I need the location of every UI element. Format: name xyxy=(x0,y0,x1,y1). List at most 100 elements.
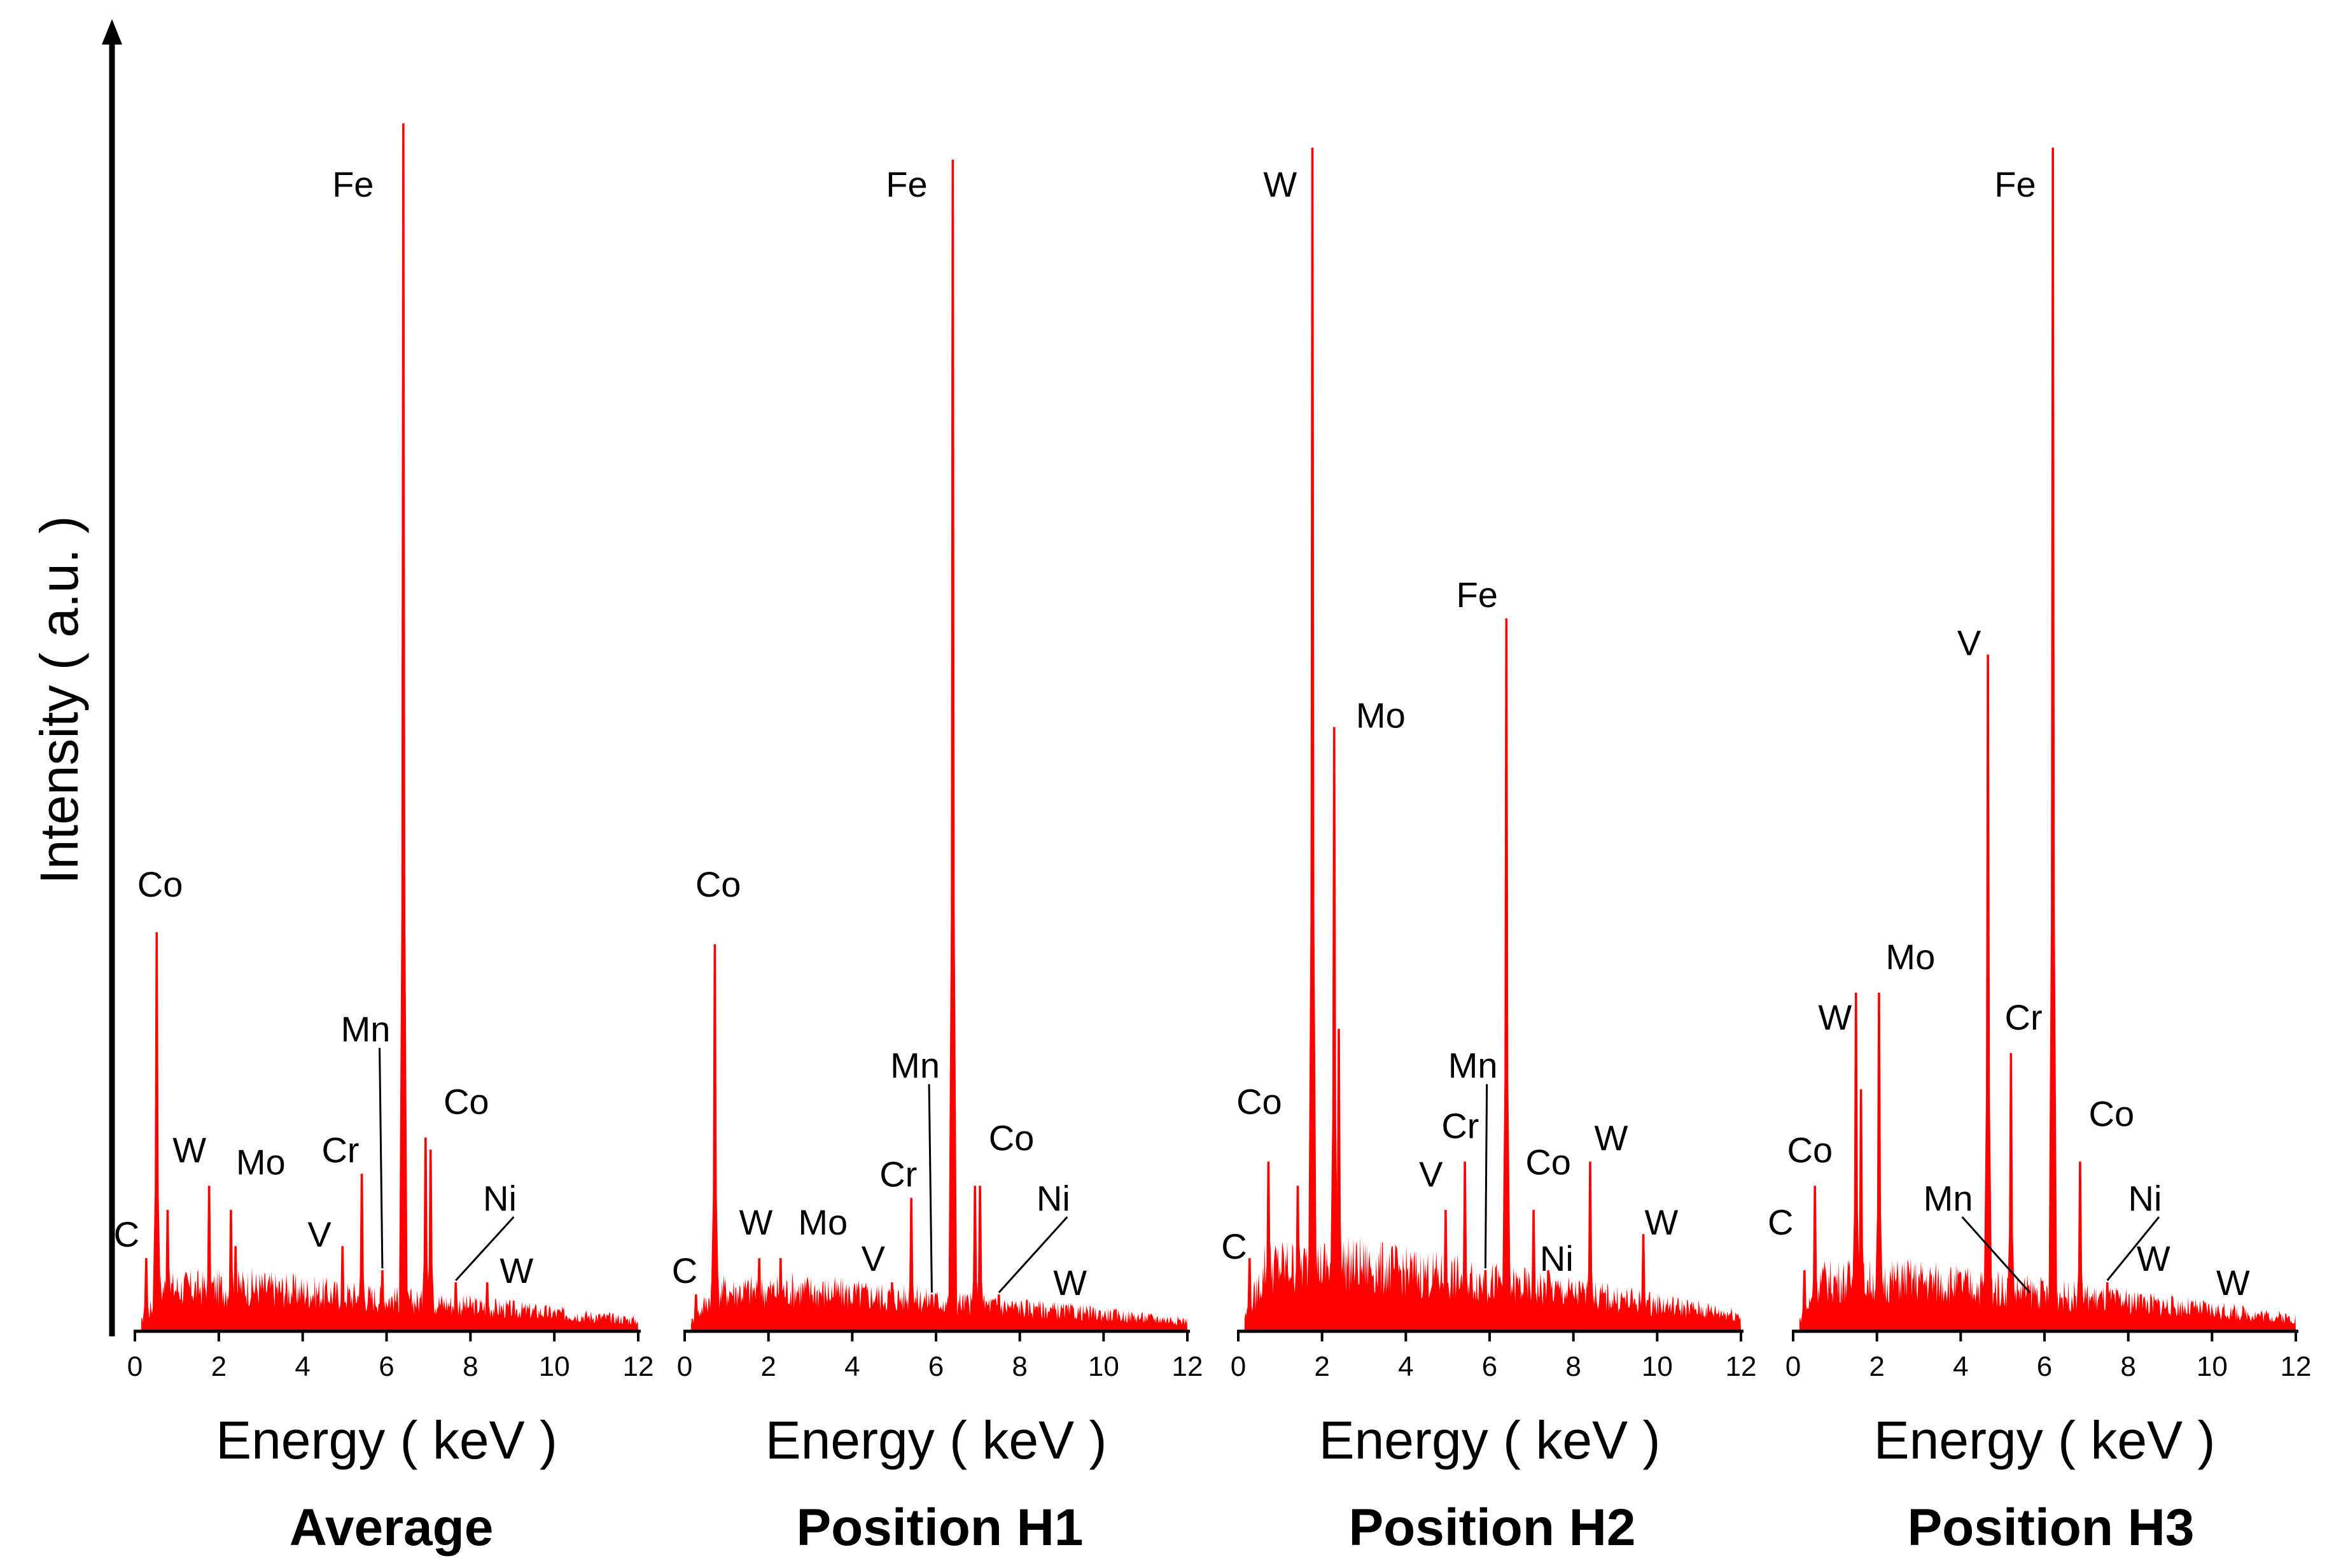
spectrum-peak xyxy=(1245,1258,1254,1332)
spectrum-peak xyxy=(141,1258,151,1332)
peak-label: Fe xyxy=(1457,575,1498,615)
annotation-leader xyxy=(928,1084,933,1293)
panel-1: 0 2 4 6 8 10 12 Energy ( keV ) Average C Co W Mo V Cr M… xyxy=(114,123,653,1557)
spectrum-peak xyxy=(152,932,162,1332)
spectrum-peak xyxy=(398,123,408,1332)
peak-label: V xyxy=(862,1238,886,1278)
peak-label: Mn xyxy=(341,1009,391,1049)
x-tick-label: 4 xyxy=(844,1351,860,1382)
peak-label: W xyxy=(2216,1263,2250,1303)
x-tick-label: 2 xyxy=(1869,1351,1884,1382)
panel-caption: Position H3 xyxy=(1907,1499,2194,1557)
y-axis-label: Intensity ( a.u. ) xyxy=(29,516,89,885)
x-axis-label: Energy ( keV ) xyxy=(765,1410,1107,1470)
annotation-leader xyxy=(2106,1216,2160,1282)
spectrum-peak xyxy=(1308,147,1317,1332)
x-tick-label: 8 xyxy=(2120,1351,2135,1382)
spectrum-peak xyxy=(2048,147,2058,1332)
peak-label: W xyxy=(500,1250,533,1291)
spectrum-peak xyxy=(1983,654,1993,1332)
x-tick-label: 2 xyxy=(211,1351,227,1382)
x-tick-label: 6 xyxy=(2037,1351,2052,1382)
annotation-leader xyxy=(379,1047,384,1269)
x-tick-label: 6 xyxy=(928,1351,944,1382)
y-axis-arrowhead xyxy=(102,19,122,45)
x-tick-label: 10 xyxy=(1088,1351,1119,1382)
peak-label: Co xyxy=(444,1082,489,1122)
peak-label: W xyxy=(2137,1238,2170,1278)
spectrum-peak xyxy=(451,1282,461,1332)
peak-label: Ni xyxy=(1037,1178,1070,1218)
x-tick-label: 4 xyxy=(1398,1351,1413,1382)
x-tick-label: 10 xyxy=(539,1351,570,1382)
x-tick-label: 0 xyxy=(127,1351,143,1382)
peak-label: Co xyxy=(1525,1142,1571,1182)
spectrum-peak xyxy=(1502,618,1511,1332)
peak-label: Co xyxy=(1236,1082,1282,1122)
spectrum-peak xyxy=(426,1149,435,1332)
spectrum-peak xyxy=(2075,1161,2085,1332)
peak-label: C xyxy=(114,1214,139,1254)
x-tick-label: 0 xyxy=(1231,1351,1246,1382)
spectrum-peak xyxy=(1264,1161,1273,1332)
x-tick-label: 12 xyxy=(2281,1351,2312,1382)
panel-caption: Average xyxy=(290,1499,494,1557)
x-tick-label: 0 xyxy=(1785,1351,1801,1382)
peak-label: W xyxy=(1818,997,1852,1037)
spectrum-background xyxy=(1244,1235,1741,1331)
peak-label: W xyxy=(1263,164,1297,204)
spectrum-panels: 0 2 4 6 8 10 12 Energy ( keV ) Average C Co W Mo V Cr M… xyxy=(114,123,2312,1557)
spectrum-peak xyxy=(2006,1053,2016,1332)
panel-caption: Position H2 xyxy=(1348,1499,1635,1557)
peak-label: C xyxy=(1768,1202,1793,1242)
spectrum-peak xyxy=(710,944,720,1332)
peak-label: Mo xyxy=(1356,696,1406,736)
peak-label: C xyxy=(1221,1226,1247,1266)
annotation-leader xyxy=(455,1216,515,1282)
x-tick-label: 12 xyxy=(1172,1351,1203,1382)
x-tick-label: 6 xyxy=(1482,1351,1497,1382)
spectrum-peak xyxy=(1460,1161,1470,1332)
peak-label: W xyxy=(172,1130,206,1170)
spectrum-peak xyxy=(338,1246,347,1332)
peak-label: C xyxy=(672,1250,697,1291)
panel-caption: Position H1 xyxy=(796,1499,1083,1557)
peak-label: Mo xyxy=(236,1142,286,1182)
panel-3: 0 2 4 6 8 10 12 Energy ( keV ) Position H2 C Co W Mo… xyxy=(1221,147,1756,1557)
peak-label: V xyxy=(1957,623,1981,663)
peak-label: Mn xyxy=(1448,1046,1498,1086)
peak-label: V xyxy=(307,1214,332,1254)
peak-label: W xyxy=(1594,1117,1628,1158)
x-tick-label: 6 xyxy=(379,1351,394,1382)
peak-label: Cr xyxy=(321,1130,359,1170)
spectrum-background xyxy=(1799,1258,2296,1331)
x-axis-label: Energy ( keV ) xyxy=(1319,1410,1661,1470)
x-tick-label: 8 xyxy=(463,1351,478,1382)
peak-label: Ni xyxy=(1540,1238,1574,1278)
spectrum-peak xyxy=(1799,1270,1809,1332)
annotation-leader xyxy=(1484,1084,1488,1269)
y-axis: Intensity ( a.u. ) xyxy=(29,19,122,1336)
peak-label: W xyxy=(1644,1202,1678,1242)
spectrum-peak xyxy=(1875,992,1883,1332)
x-tick-label: 4 xyxy=(295,1351,310,1382)
peak-label: Mo xyxy=(1885,937,1935,977)
peak-label: Ni xyxy=(483,1178,517,1218)
peak-label: Co xyxy=(1787,1130,1833,1170)
spectrum-peak xyxy=(948,159,958,1332)
peak-label: Fe xyxy=(332,164,374,204)
peak-label: Mo xyxy=(798,1202,848,1242)
peak-label: W xyxy=(739,1202,772,1242)
peak-label: Fe xyxy=(886,164,927,204)
peak-label: Ni xyxy=(2128,1178,2162,1218)
x-tick-label: 4 xyxy=(1953,1351,1968,1382)
x-axis-label: Energy ( keV ) xyxy=(1874,1410,2216,1470)
annotation-leader xyxy=(1961,1216,2031,1294)
spectrum-peak xyxy=(1529,1210,1539,1332)
peak-label: Mn xyxy=(890,1046,940,1086)
spectrum-peak xyxy=(1639,1234,1648,1332)
spectrum-background xyxy=(141,1268,638,1331)
peak-label: Co xyxy=(989,1117,1035,1158)
peak-label: Cr xyxy=(1441,1105,1479,1145)
